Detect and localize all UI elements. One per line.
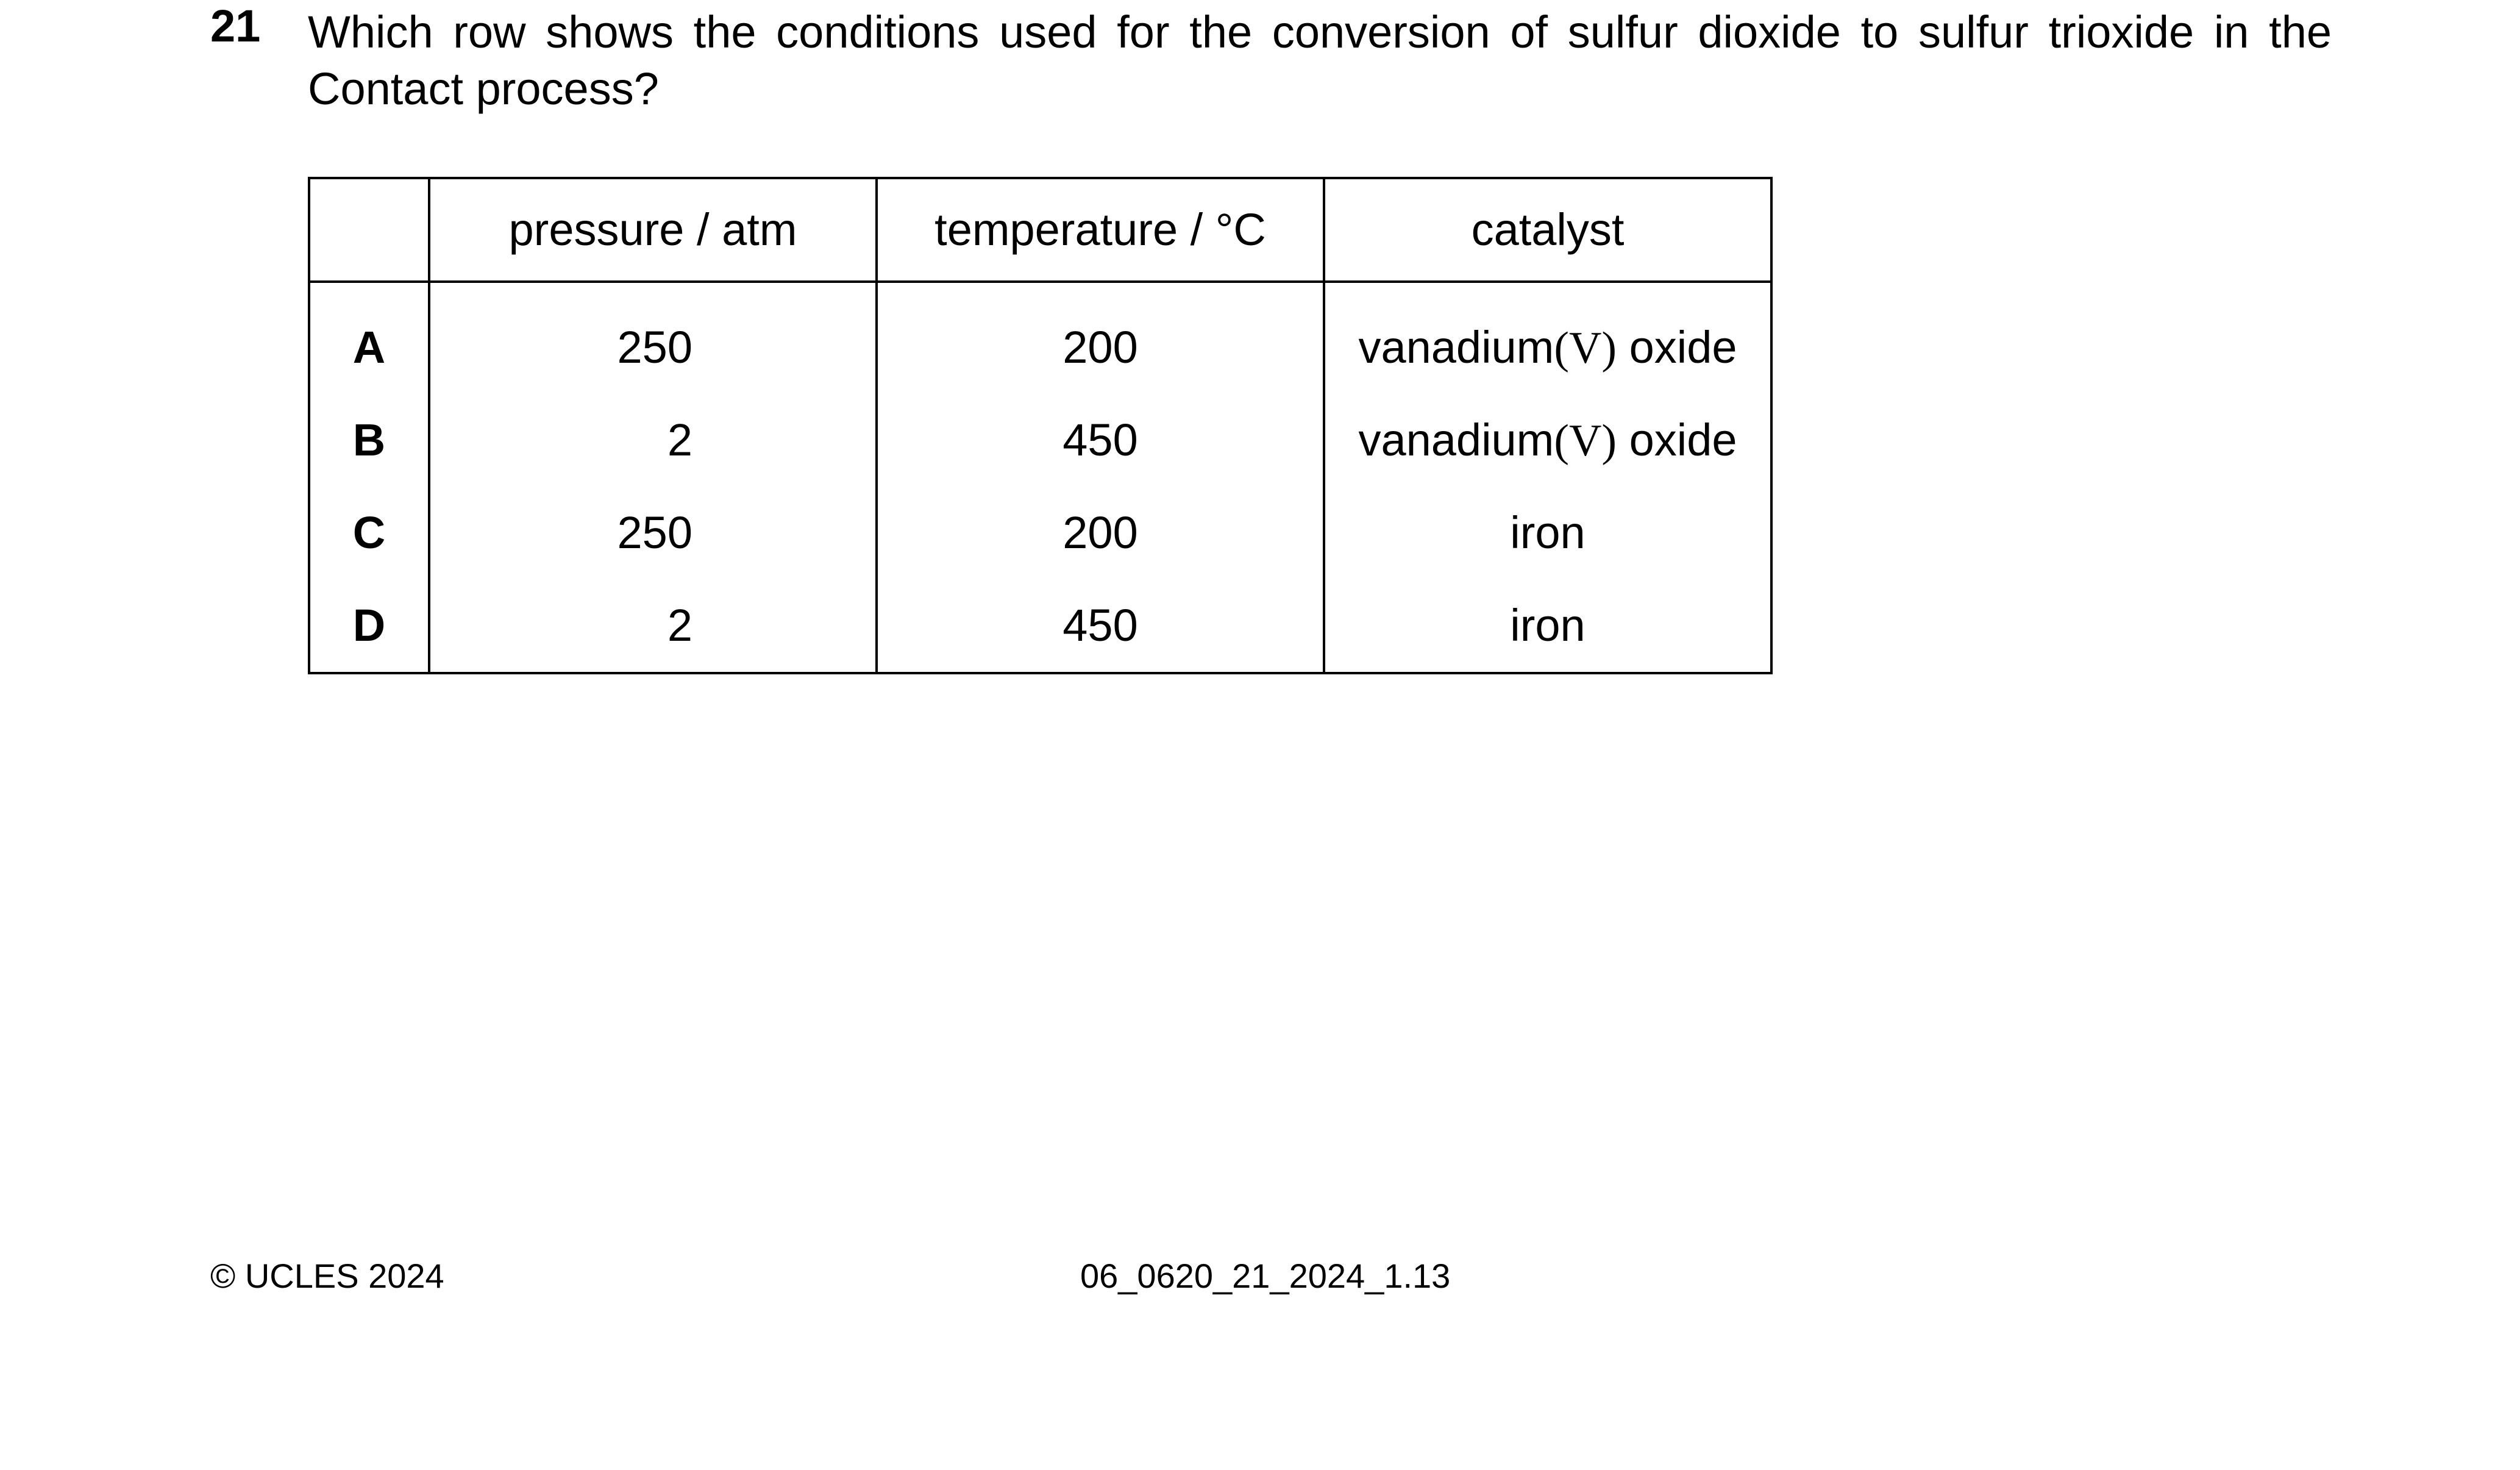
header-option — [308, 177, 430, 283]
question-number: 21 — [210, 1, 261, 51]
catalyst-name: iron — [1510, 507, 1586, 558]
option-letter: D — [308, 579, 430, 674]
catalyst-value: vanadium(V) oxide — [1323, 282, 1773, 394]
catalyst-suffix: oxide — [1617, 414, 1737, 465]
table-row-b: B 2 450 vanadium(V) oxide — [308, 394, 1773, 487]
option-letter: A — [308, 282, 430, 394]
catalyst-name: vanadium — [1358, 321, 1554, 373]
temperature-value: 450 — [875, 579, 1325, 674]
option-letter: C — [308, 487, 430, 579]
table-header-row: pressure / atm temperature / °C catalyst — [308, 177, 1773, 283]
catalyst-suffix: oxide — [1617, 321, 1737, 373]
temperature-value: 200 — [875, 487, 1325, 579]
catalyst-value: vanadium(V) oxide — [1323, 394, 1773, 487]
pressure-value: 2 — [428, 394, 878, 487]
oxidation-state: (V) — [1554, 323, 1617, 373]
options-table: pressure / atm temperature / °C catalyst… — [308, 177, 1773, 674]
pressure-value: 250 — [428, 282, 878, 394]
table-row-a: A 250 200 vanadium(V) oxide — [308, 282, 1773, 394]
table-row-d: D 2 450 iron — [308, 579, 1773, 674]
pressure-value: 2 — [428, 579, 878, 674]
header-catalyst: catalyst — [1323, 177, 1773, 283]
temperature-value: 450 — [875, 394, 1325, 487]
paper-code-footer: 06_0620_21_2024_1.13 — [1080, 1257, 1451, 1295]
catalyst-value: iron — [1323, 487, 1773, 579]
temperature-value: 200 — [875, 282, 1325, 394]
question-text: Which row shows the conditions used for … — [308, 7, 2332, 114]
oxidation-state: (V) — [1554, 415, 1617, 466]
option-letter: B — [308, 394, 430, 487]
catalyst-name: iron — [1510, 599, 1586, 651]
table-row-c: C 250 200 iron — [308, 487, 1773, 579]
pressure-value: 250 — [428, 487, 878, 579]
catalyst-name: vanadium — [1358, 414, 1554, 465]
catalyst-value: iron — [1323, 579, 1773, 674]
copyright-footer: © UCLES 2024 — [210, 1257, 444, 1295]
header-pressure: pressure / atm — [428, 177, 878, 283]
header-temperature: temperature / °C — [875, 177, 1325, 283]
